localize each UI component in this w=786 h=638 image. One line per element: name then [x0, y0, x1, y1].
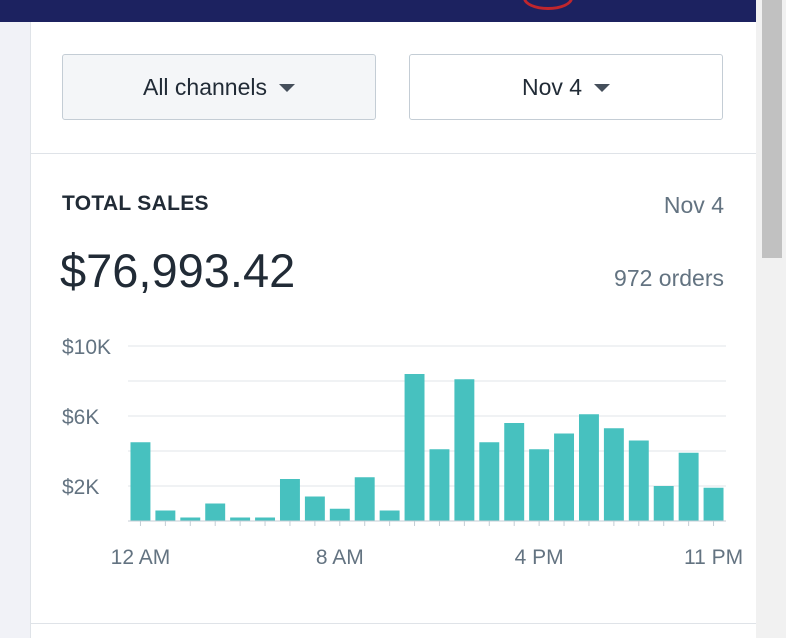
scrollbar-thumb[interactable]: [762, 0, 782, 258]
total-sales-amount: $76,993.42: [60, 244, 296, 297]
bar: [155, 510, 176, 521]
left-gutter: [0, 22, 30, 638]
bar: [130, 442, 151, 521]
x-tick-label: 11 PM: [684, 546, 743, 569]
channel-filter-label: All channels: [142, 73, 268, 100]
x-tick-label: 8 AM: [316, 546, 364, 569]
total-sales-chart: $10K $6K $2K 12 AM 8 AM 4 PM 11 PM: [62, 336, 743, 569]
bar: [554, 433, 575, 521]
bar: [578, 414, 599, 521]
sales-panel: [30, 22, 757, 638]
caret-down-icon: [594, 84, 611, 92]
caret-down-icon: [279, 84, 296, 92]
total-sales-orders: 972 orders: [614, 265, 724, 291]
bar: [230, 517, 251, 521]
bar: [653, 486, 674, 521]
y-tick-label: $2K: [62, 476, 99, 499]
date-filter-button[interactable]: Nov 4: [409, 54, 723, 120]
bar: [429, 449, 450, 521]
bar: [628, 440, 649, 521]
bar: [529, 449, 550, 521]
section-divider: [31, 153, 756, 154]
bar: [205, 503, 226, 521]
bar: [354, 477, 375, 521]
bar: [703, 487, 724, 521]
y-tick-label: $10K: [62, 336, 111, 359]
section-divider-bottom: [31, 623, 756, 624]
top-bar: [0, 0, 756, 22]
bar: [504, 423, 525, 521]
date-filter-label: Nov 4: [521, 73, 583, 100]
bar: [603, 428, 624, 521]
bar: [180, 517, 201, 521]
bar: [379, 510, 400, 521]
bar: [255, 517, 276, 521]
bar: [454, 379, 475, 521]
bar: [279, 479, 300, 521]
x-tick-label: 12 AM: [111, 546, 171, 569]
bar: [329, 508, 350, 521]
bar: [479, 442, 500, 521]
account-badge-icon[interactable]: [523, 0, 573, 10]
x-tick-label: 4 PM: [515, 546, 564, 569]
bar: [678, 452, 699, 521]
total-sales-title: TOTAL SALES: [62, 192, 209, 215]
bar: [404, 374, 425, 521]
y-tick-label: $6K: [62, 406, 99, 429]
bar: [304, 496, 325, 521]
total-sales-date: Nov 4: [663, 192, 724, 218]
channel-filter-button[interactable]: All channels: [62, 54, 376, 120]
